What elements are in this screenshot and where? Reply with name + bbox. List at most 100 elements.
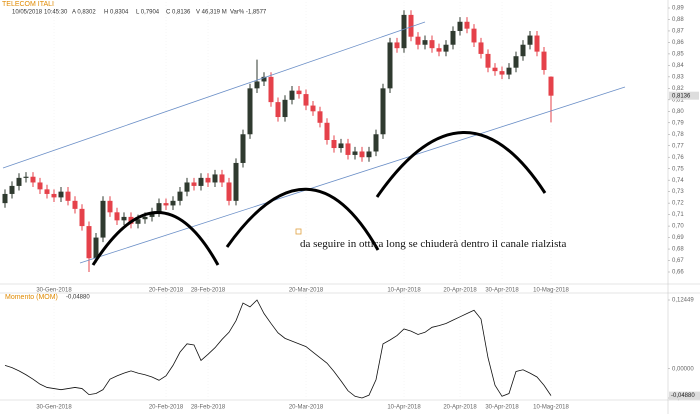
candle-body <box>121 216 127 221</box>
annotation-marker <box>295 228 302 235</box>
candle-body <box>51 193 57 198</box>
x-tick-label: 30-Gen-2018 <box>36 405 72 411</box>
candle-body <box>443 44 449 52</box>
y-tick-label: 0,69 <box>672 235 684 241</box>
candle-body <box>261 76 267 82</box>
x-tick-label: 20-Mar-2018 <box>289 288 324 294</box>
x-tick-label: 20-Mar-2018 <box>289 405 324 411</box>
arc <box>375 131 547 198</box>
candle-body <box>296 90 302 95</box>
x-tick-label: 20-Apr-2018 <box>443 405 477 411</box>
chart-title: TELECOM ITALI <box>2 1 54 8</box>
candle-body <box>212 174 218 183</box>
candle-body <box>58 191 64 198</box>
candle-body <box>513 56 519 68</box>
candle-body <box>394 42 400 49</box>
header-info: V 46,319 M <box>196 10 227 16</box>
header-info: 10/05/2018 <box>12 10 43 16</box>
y-tick-label: 0,82 <box>672 86 684 92</box>
y-tick-label: 0,85 <box>672 51 684 57</box>
indicator-value: -0,04880 <box>66 295 90 301</box>
candle-body <box>345 143 351 155</box>
channel-lower <box>79 86 626 264</box>
candle-body <box>170 200 176 206</box>
candle-body <box>30 176 36 183</box>
x-tick-label: 10-Apr-2018 <box>387 288 421 294</box>
candle-body <box>93 237 99 259</box>
x-tick-label: 10-Mag-2018 <box>533 405 569 411</box>
header-info: L 0,7904 <box>136 10 160 16</box>
y-tick-label: 0,12449 <box>672 298 694 304</box>
current-value-label: -0,04880 <box>671 393 695 399</box>
x-tick-label: 28-Feb-2018 <box>191 288 226 294</box>
annotation: da seguire in ottica long se chiuderà de… <box>300 238 566 250</box>
candle-body <box>268 76 274 103</box>
candle-body <box>380 88 386 135</box>
candle-body <box>338 143 344 149</box>
candle-body <box>233 162 239 201</box>
candle-body <box>310 105 316 112</box>
indicator-title: Momento (MOM) <box>5 294 58 301</box>
candle-body <box>387 42 393 89</box>
x-tick-label: 10-Apr-2018 <box>387 405 421 411</box>
y-tick-label: 0,80 <box>672 109 684 115</box>
candle-body <box>149 212 155 217</box>
y-tick-label: 0,70 <box>672 224 684 230</box>
candle-body <box>415 36 421 45</box>
candle-body <box>303 94 309 106</box>
arc <box>91 211 220 266</box>
x-tick-label: 10-Mag-2018 <box>533 288 569 294</box>
candle-body <box>352 151 358 155</box>
arc <box>225 187 380 251</box>
candle-body <box>177 191 183 201</box>
candle-body <box>198 177 204 186</box>
y-tick-label: 0,77 <box>672 143 684 149</box>
candle-body <box>16 177 22 186</box>
candle-body <box>471 28 477 43</box>
candle-body <box>254 81 260 89</box>
marks <box>2 2 554 406</box>
y-tick-label: 0,86 <box>672 40 684 46</box>
x-tick-label: 30-Apr-2018 <box>485 288 519 294</box>
current-price-box <box>669 91 699 100</box>
y-tick-label: 0,00000 <box>672 366 694 372</box>
header-info: C 0,8136 <box>166 10 191 16</box>
header-info: Var% -1,8577 <box>230 10 267 16</box>
y-tick-label: 0,84 <box>672 63 684 69</box>
candle-body <box>429 40 435 49</box>
x-tick-label: 20-Apr-2018 <box>443 288 477 294</box>
header-info: 10:45:30 <box>44 10 68 16</box>
candle-body <box>107 200 113 213</box>
y-tick-label: 0,72 <box>672 201 684 207</box>
y-tick-label: 0,71 <box>672 212 684 218</box>
candle-body <box>359 151 365 158</box>
candle-body <box>156 203 162 213</box>
candle-body <box>492 67 498 72</box>
y-tick-label: 0,78 <box>672 132 684 138</box>
candle-body <box>324 122 330 140</box>
candle-body <box>163 203 169 206</box>
x-tick-label: 20-Feb-2018 <box>149 288 184 294</box>
momentum-line <box>4 299 552 399</box>
y-tick-label: 0,87 <box>672 29 684 35</box>
candle-body <box>205 177 211 183</box>
y-tick-label: 0,74 <box>672 178 684 184</box>
x-tick-label: 20-Feb-2018 <box>149 405 184 411</box>
candle-body <box>541 51 547 70</box>
candle-body <box>534 35 540 52</box>
y-tick-label: 0,79 <box>672 120 684 126</box>
y-tick-label: 0,76 <box>672 155 684 161</box>
candle-body <box>520 44 526 57</box>
candle-body <box>527 35 533 45</box>
candle-body <box>37 182 43 190</box>
candle-body <box>401 14 407 49</box>
candle-body <box>86 226 92 259</box>
candle-body <box>450 30 456 45</box>
x-tick-label: 30-Apr-2018 <box>485 405 519 411</box>
y-tick-label: 0,68 <box>672 247 684 253</box>
candle-body <box>2 193 8 204</box>
candle-body <box>289 90 295 100</box>
candle-body <box>373 134 379 152</box>
